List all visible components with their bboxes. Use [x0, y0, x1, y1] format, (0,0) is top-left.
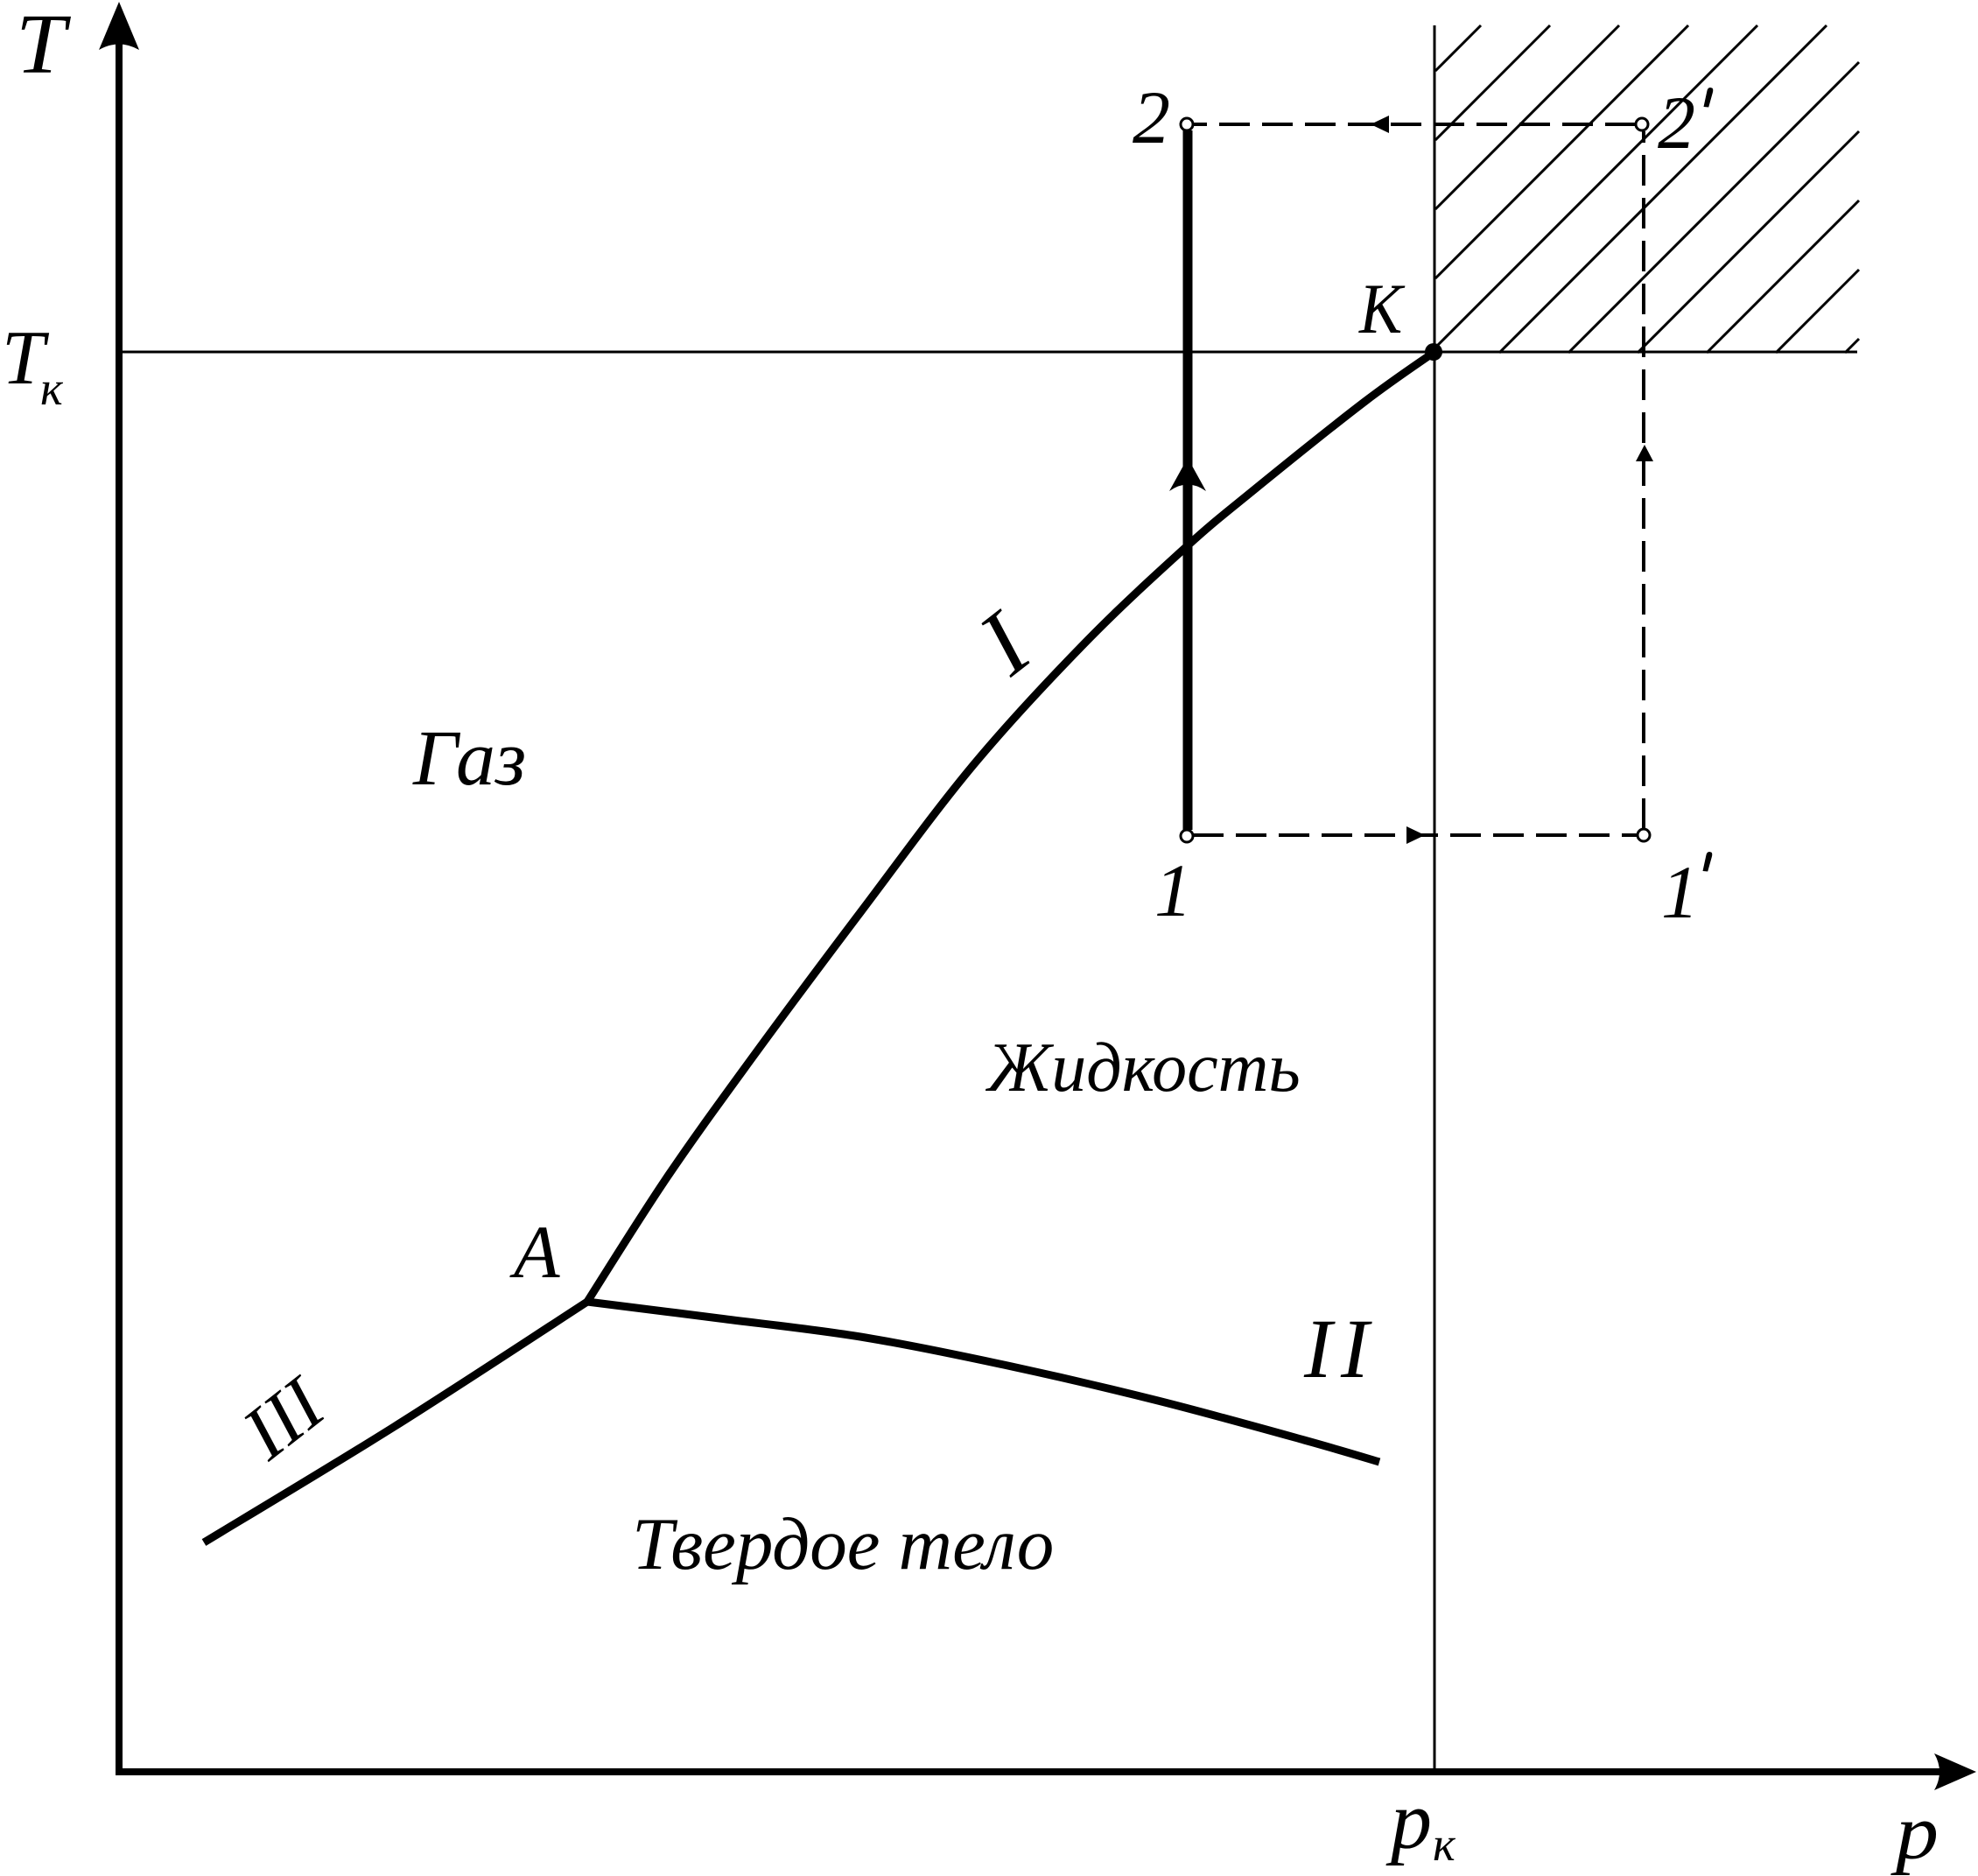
svg-text:II: II [1303, 1302, 1378, 1395]
svg-text:Твердое тело: Твердое тело [632, 1503, 1054, 1585]
svg-text:К: К [1358, 269, 1406, 348]
svg-text:2: 2 [1133, 75, 1170, 159]
svg-text:1: 1 [1154, 848, 1192, 932]
svg-text:p: p [1385, 1775, 1432, 1866]
svg-text:p: p [1890, 1789, 1939, 1876]
svg-text:T: T [2, 316, 50, 401]
svg-text:2: 2 [1658, 81, 1695, 165]
svg-text:Жидкость: Жидкость [985, 1029, 1301, 1107]
svg-text:1: 1 [1661, 850, 1699, 934]
svg-text:A: A [509, 1210, 560, 1294]
svg-text:T: T [16, 0, 72, 92]
svg-text:к: к [40, 362, 64, 415]
svg-text:Газ: Газ [412, 715, 526, 802]
svg-text:к: к [1433, 1817, 1456, 1871]
